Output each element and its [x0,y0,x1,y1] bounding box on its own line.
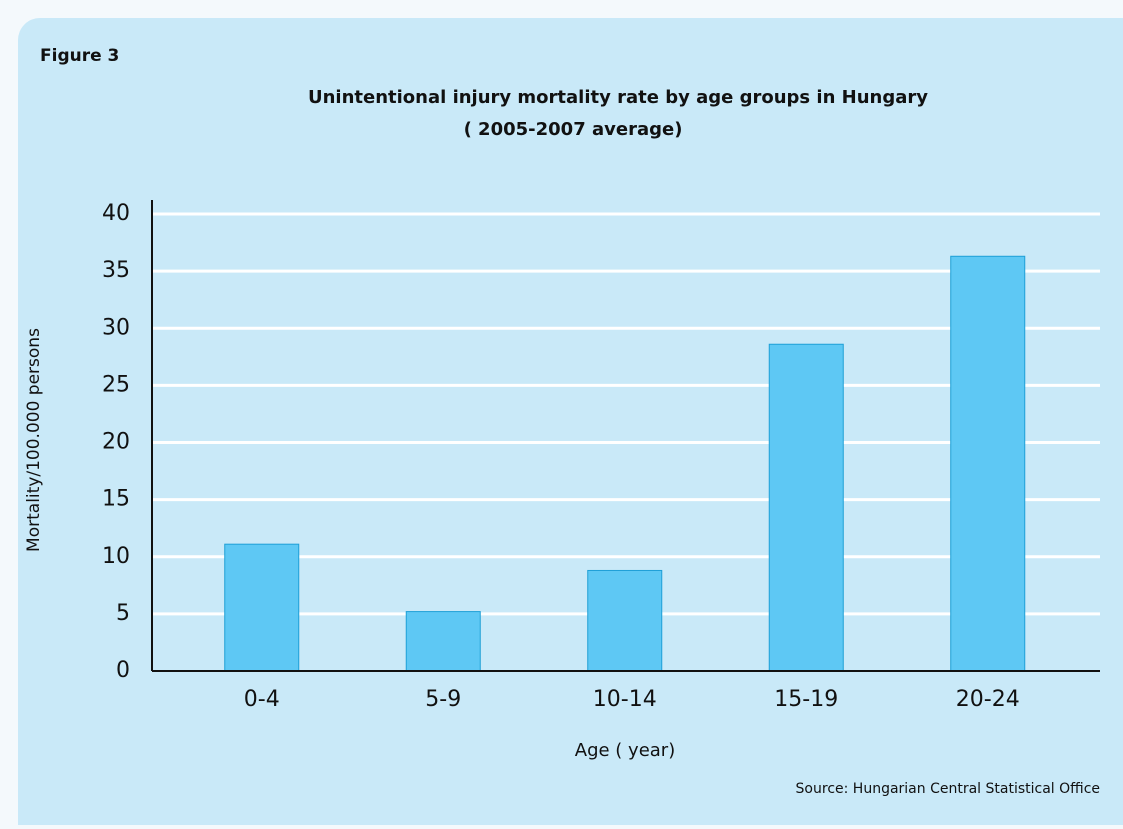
x-tick-label: 10-14 [593,687,657,712]
bar [587,569,663,672]
y-tick-label: 35 [102,258,130,283]
y-tick-label: 15 [102,487,130,512]
bar [950,255,1026,672]
bar [768,343,844,672]
y-tick-label: 0 [116,658,130,683]
chart-subtitle: ( 2005-2007 average) [464,119,683,140]
x-axis-label: Age ( year) [575,740,675,761]
bar [224,543,300,672]
y-tick-label: 20 [102,430,130,455]
source: Source: Hungarian Central Statistical Of… [796,781,1100,797]
x-tick-label: 0-4 [244,687,280,712]
x-tick-label: 15-19 [774,687,838,712]
y-tick-label: 10 [102,544,130,569]
chart-title: Unintentional injury mortality rate by a… [308,87,928,108]
y-tick-label: 40 [102,201,130,226]
x-tick-label: 20-24 [956,687,1020,712]
x-tick-label: 5-9 [425,687,461,712]
y-axis-label: Mortality/100.000 persons [24,328,44,552]
bar [405,611,481,672]
figure-label: Figure 3 [40,46,119,66]
y-tick-label: 25 [102,372,130,397]
y-tick-label: 5 [116,601,130,626]
y-tick-label: 30 [102,315,130,340]
